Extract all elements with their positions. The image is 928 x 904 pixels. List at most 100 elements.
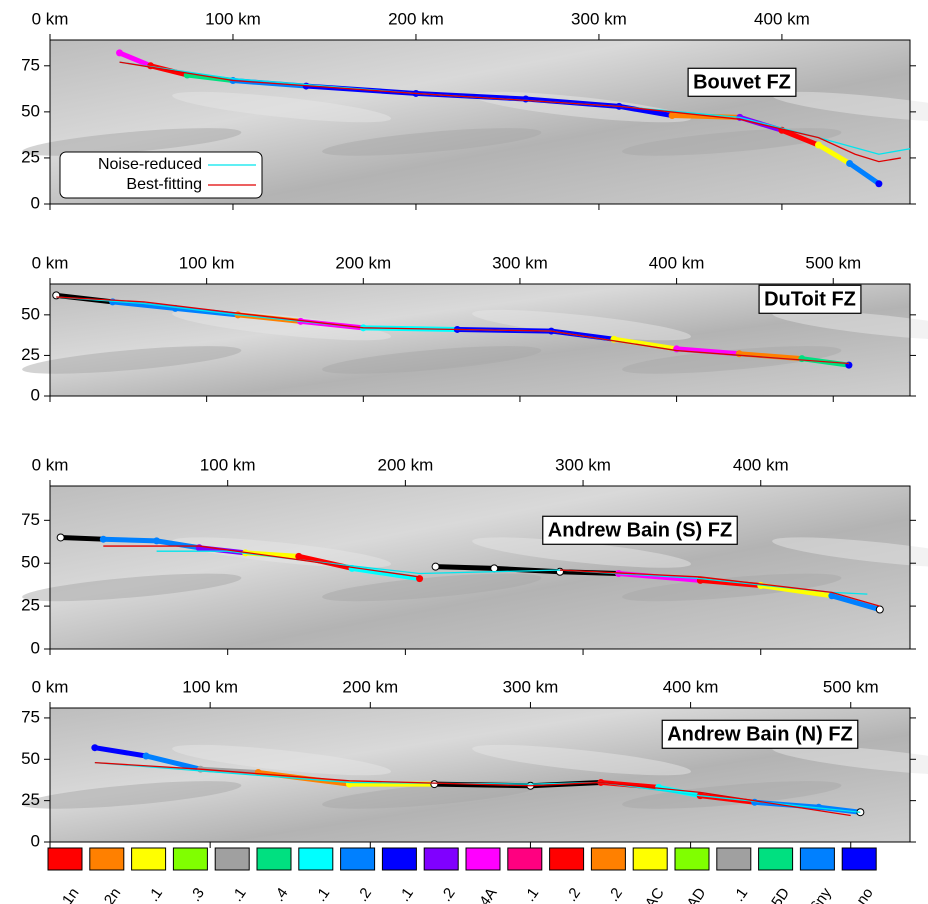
x-tick-label: 200 km [388,9,444,28]
x-tick-label: 300 km [555,455,611,474]
legend-label: Best-fitting [126,176,202,193]
chron-swatch [799,847,835,871]
x-tick-label: 400 km [733,455,789,474]
y-tick-label: 75 [21,55,40,74]
chron-swatch [131,847,167,871]
model-line [94,761,861,813]
track-point [522,95,530,103]
chron-swatch [172,847,208,871]
chron-swatch [89,847,125,871]
track-segment [611,336,680,352]
track-point [99,535,107,543]
track-point [142,752,150,760]
track-segment [58,534,106,542]
chron-swatch [423,847,459,871]
track-point [430,780,439,789]
plot-frame [49,707,911,843]
chron-swatch [340,847,376,871]
track-point [56,533,65,542]
track-point [798,355,806,363]
chron-label: .1 [312,885,333,904]
relief-ridge [172,91,391,123]
chron-label: no [853,885,876,904]
chron-label: 4A [476,885,500,904]
y-tick-label: 25 [21,790,40,809]
track-segment [736,351,805,362]
chron-label: .4 [270,885,291,904]
chron-label: AD [684,885,710,904]
chron-label: 5D [768,885,793,904]
track-segment [697,577,764,589]
x-tick-label: 200 km [342,677,398,696]
chron-swatch [465,847,501,871]
chron-label: AC [642,885,668,904]
x-tick-label: 200 km [335,253,391,272]
track-point [828,592,836,600]
track-point [846,159,854,167]
panel-title: DuToit FZ [764,288,856,310]
chron-swatch [590,847,626,871]
y-tick-label: 50 [21,749,40,768]
relief-ridge [322,346,542,374]
chron-label: .2 [563,885,584,904]
y-tick-label: 50 [21,553,40,572]
title-box [661,719,859,749]
relief-ridge [772,91,928,123]
relief-ridge [322,573,542,602]
x-tick-label: 0 km [32,455,69,474]
panel-title: Andrew Bain (N) FZ [667,723,853,745]
relief-ridge [22,128,242,156]
legend-label: Noise-reduced [98,156,202,173]
x-tick-label: 0 km [32,253,69,272]
track-segment [349,565,423,582]
relief-ridge [622,346,842,374]
y-tick-label: 25 [21,147,40,166]
track-segment [433,564,497,571]
chron-label: .2 [605,885,626,904]
x-tick-label: 500 km [805,253,861,272]
relief-ridge [772,744,928,776]
track-point [295,552,303,560]
y-tick-label: 25 [21,596,40,615]
chron-swatch [214,847,250,871]
track-segment [758,583,835,599]
chron-label: .1 [730,885,751,904]
track-point [555,567,564,576]
track-segment [779,127,822,148]
chron-swatch [841,847,877,871]
chron-swatch [758,847,794,871]
x-tick-label: 400 km [663,677,719,696]
chron-swatch [298,847,334,871]
track-segment [674,346,742,357]
track-point [815,803,823,811]
x-tick-label: 100 km [182,677,238,696]
track-point [431,562,440,571]
y-tick-label: 0 [31,831,40,850]
chron-swatch [381,847,417,871]
relief-ridge [622,128,842,156]
y-tick-label: 0 [31,193,40,212]
model-line [56,296,849,365]
model-line [119,61,911,155]
track-segment [110,299,178,311]
x-tick-label: 100 km [179,253,235,272]
y-tick-label: 50 [21,101,40,120]
legend-box [59,151,263,199]
track-point [195,544,203,552]
track-segment [491,565,563,575]
relief-ridge [472,537,691,568]
y-tick-label: 0 [31,638,40,657]
title-box [758,284,862,314]
chron-swatch [256,847,292,871]
track-point [875,180,883,188]
y-tick-label: 25 [21,345,40,364]
relief-ridge [772,309,928,341]
x-tick-label: 100 km [200,455,256,474]
x-tick-label: 200 km [377,455,433,474]
plot-frame [49,485,911,650]
relief-ridge [172,744,391,776]
chron-label: 6ny [807,884,835,904]
chron-swatch [507,847,543,871]
plot-frame [49,39,911,205]
